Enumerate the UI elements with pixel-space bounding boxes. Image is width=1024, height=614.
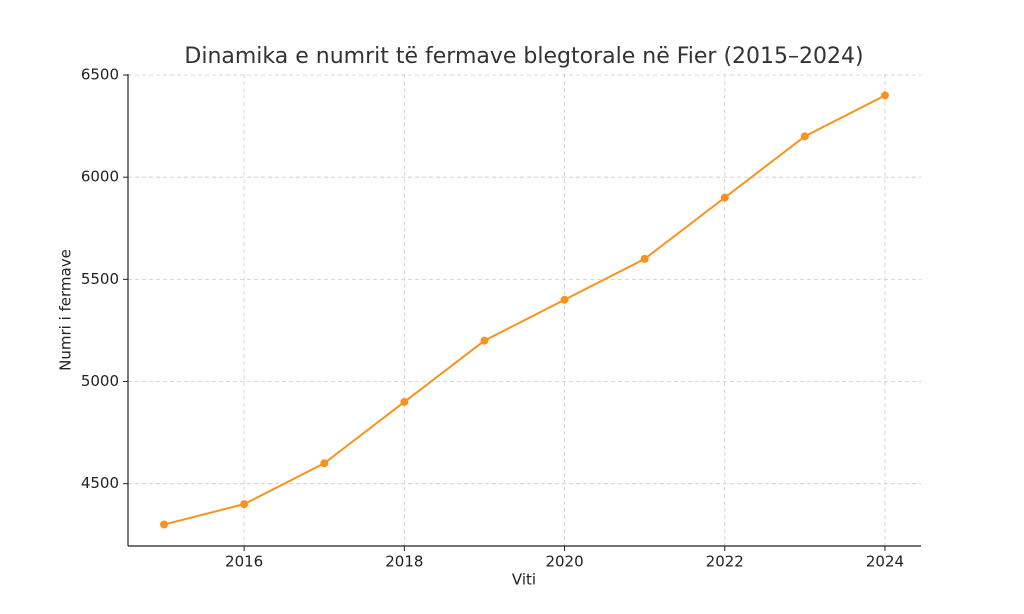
- point: [880, 91, 889, 100]
- point: [640, 254, 649, 263]
- y-tick-label: 6000: [81, 168, 119, 186]
- x-tick-label: 2020: [545, 553, 583, 571]
- x-tick-label: 2018: [385, 553, 423, 571]
- point: [160, 520, 169, 529]
- x-tick-label: 2022: [706, 553, 744, 571]
- point: [720, 193, 729, 202]
- point: [400, 397, 409, 406]
- y-tick-label: 5500: [81, 270, 119, 288]
- y-tick-label: 4500: [81, 474, 119, 492]
- point: [480, 336, 489, 345]
- x-tick-label: 2024: [866, 553, 904, 571]
- point: [320, 459, 329, 468]
- chart-title: Dinamika e numrit të fermave blegtorale …: [184, 44, 863, 69]
- x-axis-label: Viti: [512, 571, 536, 589]
- point: [240, 500, 249, 509]
- y-axis-label: Numri i fermave: [57, 249, 75, 371]
- line: [163, 94, 886, 526]
- y-tick-label: 6500: [81, 66, 119, 84]
- point: [800, 132, 809, 141]
- y-tick-label: 5000: [81, 372, 119, 390]
- x-tick-label: 2016: [225, 553, 263, 571]
- point: [560, 295, 569, 304]
